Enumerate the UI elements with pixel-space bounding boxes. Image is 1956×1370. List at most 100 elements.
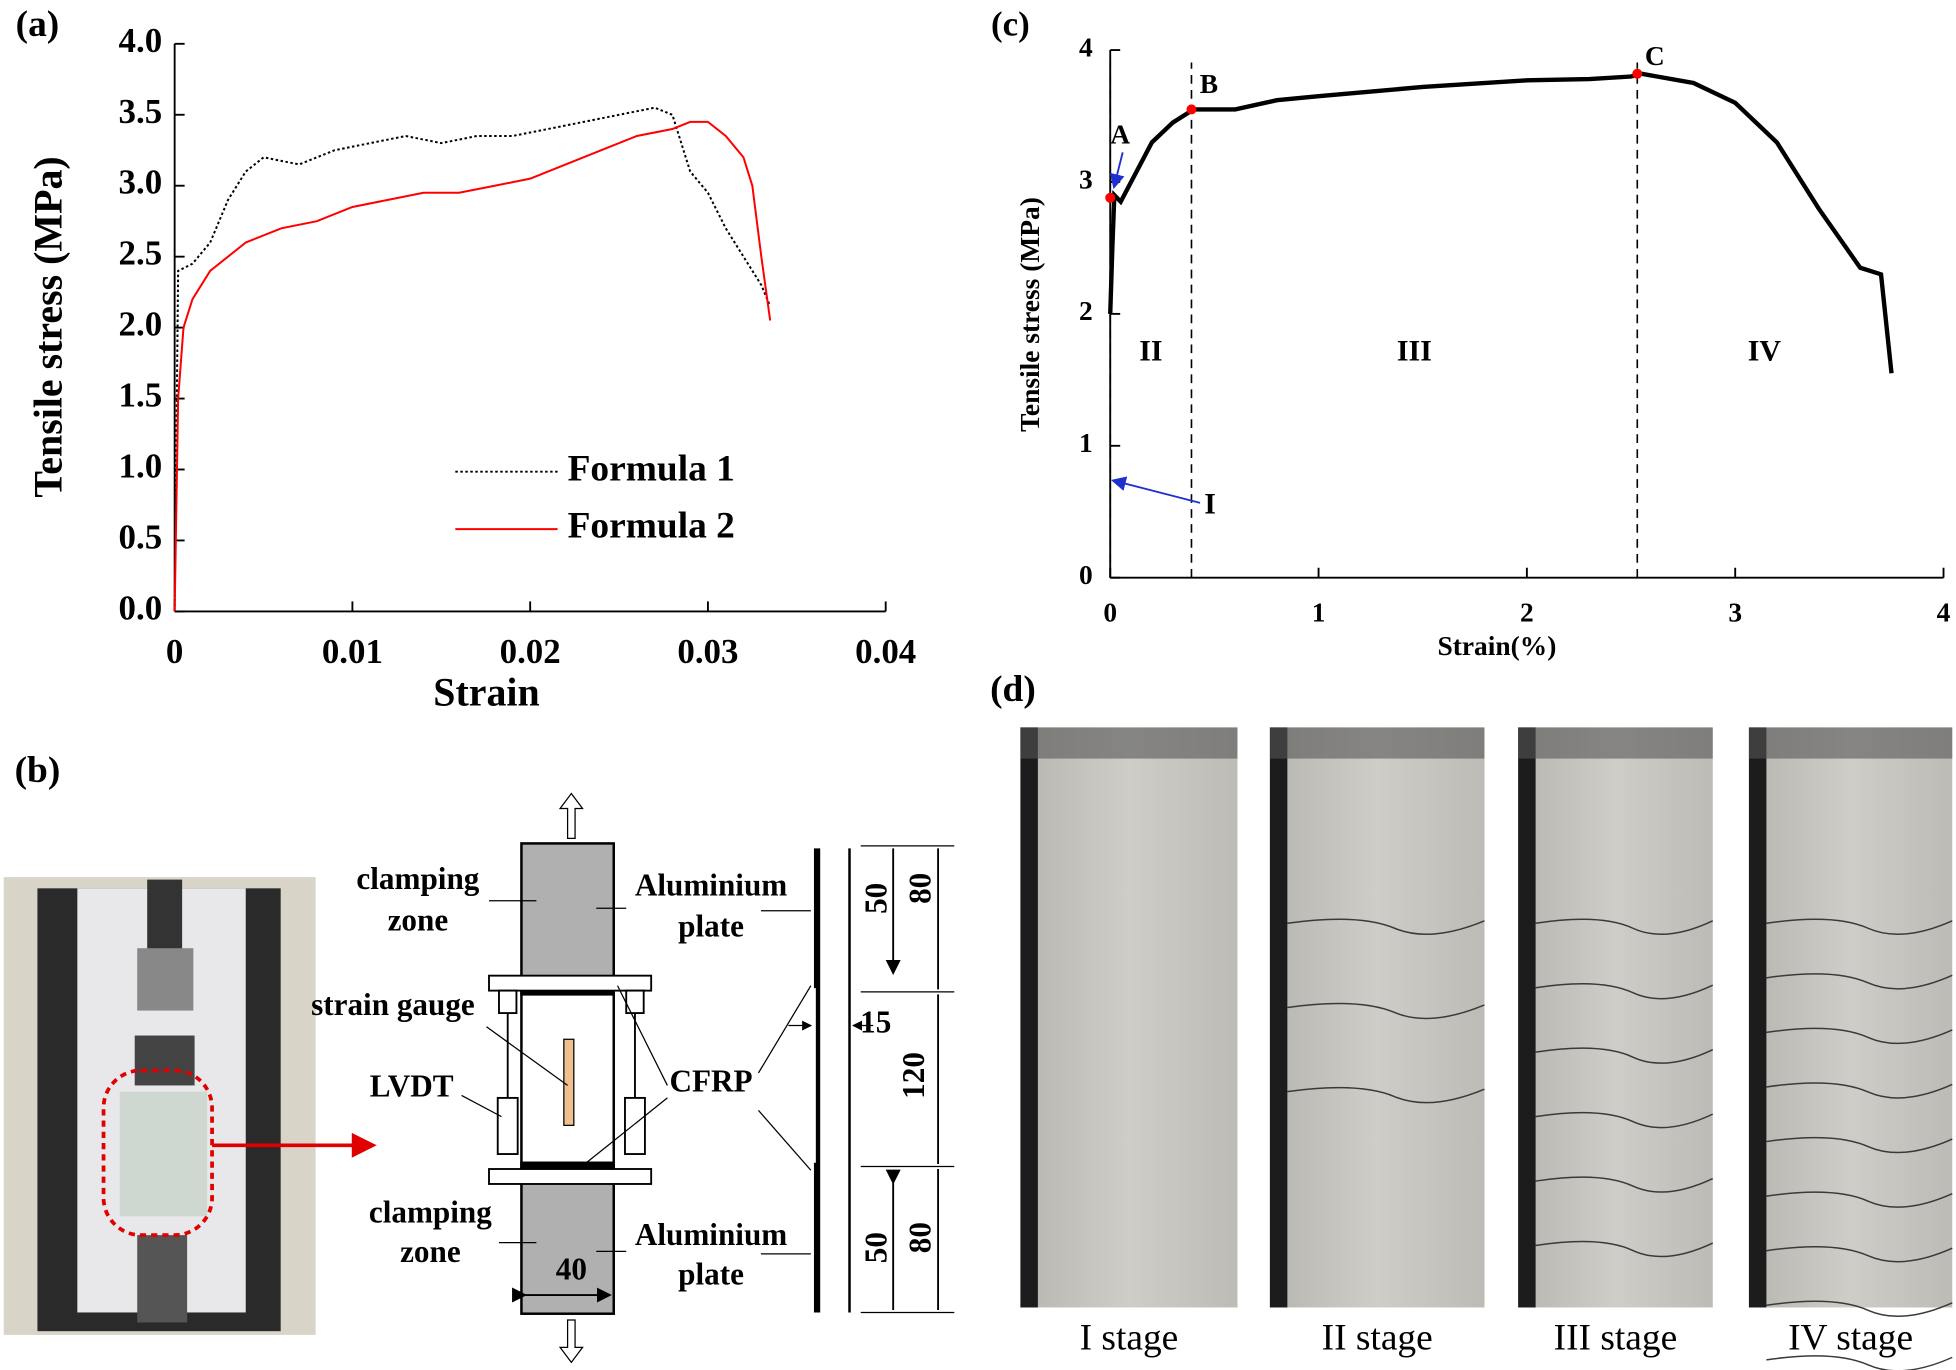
- data-line: [1108, 71, 1894, 374]
- panel-label: (b): [15, 750, 61, 791]
- crack: [1766, 918, 1953, 935]
- crack: [1535, 1111, 1714, 1129]
- annotation-arrow: [1110, 476, 1201, 504]
- y-tick-label: 0: [1079, 560, 1093, 590]
- x-tick-label: 1: [1312, 597, 1326, 627]
- key-point: [1186, 104, 1197, 115]
- specimen-diagram: [461, 792, 955, 1364]
- photo-caption: III stage: [1554, 1318, 1678, 1359]
- crack: [1766, 1246, 1953, 1263]
- specimen-edge: [1748, 727, 1767, 1308]
- specimen-photo: [1748, 727, 1953, 1308]
- diagram-label: Aluminium: [635, 867, 787, 902]
- specimen-photo: [1269, 727, 1485, 1308]
- crack: [1535, 918, 1714, 935]
- y-tick-label: 0.0: [119, 588, 163, 627]
- stage-label: II: [1139, 334, 1162, 367]
- crack: [1766, 1136, 1953, 1154]
- diagram-label: plate: [678, 909, 744, 944]
- y-tick-label: 2.0: [119, 305, 163, 344]
- x-tick-label: 2: [1520, 597, 1534, 627]
- key-point: [1632, 68, 1643, 79]
- crack: [1535, 1176, 1714, 1193]
- photo-caption: IV stage: [1788, 1318, 1913, 1359]
- x-tick-label: 0.03: [677, 632, 738, 671]
- y-tick-label: 2: [1079, 296, 1093, 326]
- legend-label: Formula 2: [568, 506, 735, 547]
- y-tick-label: 3.5: [119, 92, 163, 131]
- photo-caption: I stage: [1080, 1318, 1179, 1359]
- y-tick-label: 3: [1079, 164, 1093, 194]
- crack: [1766, 1191, 1953, 1208]
- specimen-top: [1518, 727, 1713, 759]
- stage-label: IV: [1748, 334, 1782, 367]
- y-tick-label: 3.0: [119, 163, 163, 202]
- crack: [1766, 1355, 1953, 1370]
- crack: [1287, 918, 1485, 935]
- y-tick-label: 2.5: [119, 234, 163, 273]
- specimen-top: [1020, 727, 1238, 759]
- diagram-label: plate: [678, 1257, 744, 1292]
- diagram-label: strain gauge: [311, 987, 475, 1022]
- specimen-edge: [1518, 727, 1536, 1308]
- point-label: B: [1200, 69, 1218, 99]
- specimen-photo: [1518, 727, 1713, 1308]
- dimension-label: 50: [859, 1232, 894, 1263]
- specimen-edge: [1020, 727, 1038, 1308]
- y-tick-label: 4: [1079, 32, 1093, 62]
- x-tick-label: 4: [1937, 597, 1951, 627]
- crack-photos: [1020, 727, 1953, 1370]
- x-tick-label: 0: [1103, 597, 1117, 627]
- y-tick-label: 1.0: [119, 447, 163, 486]
- diagram-label: clamping: [356, 861, 479, 896]
- dimension-label: 80: [902, 873, 937, 904]
- annotation: I: [1204, 487, 1216, 520]
- diagram-label: zone: [388, 902, 449, 937]
- y-axis-title: Tensile stress (MPa): [26, 156, 71, 497]
- specimen-top: [1748, 727, 1953, 759]
- test-photo: [3, 877, 377, 1335]
- y-tick-label: 1.5: [119, 376, 163, 415]
- data-line: [173, 106, 772, 612]
- diagram-label: CFRP: [669, 1063, 752, 1098]
- crack: [1766, 973, 1953, 990]
- dimension-label: 50: [859, 883, 894, 914]
- diagram-label: LVDT: [370, 1068, 454, 1103]
- x-tick-label: 0.04: [855, 632, 916, 671]
- annotation-arrow: [1109, 152, 1125, 190]
- y-tick-label: 0.5: [119, 517, 163, 556]
- specimen-edge: [1269, 727, 1288, 1308]
- crack: [1535, 983, 1714, 1000]
- y-tick-label: 1: [1079, 428, 1093, 458]
- dimension-label: 80: [902, 1222, 937, 1253]
- specimen-photo: [1020, 727, 1238, 1308]
- panel-label: (c): [991, 5, 1030, 44]
- dimension-label: 120: [896, 1052, 931, 1099]
- crack: [1766, 1300, 1953, 1318]
- crack: [1535, 1047, 1714, 1064]
- panel-label: (a): [16, 4, 60, 45]
- panel-label: (d): [990, 669, 1036, 710]
- diagram-label: 40: [556, 1252, 587, 1287]
- crack: [1766, 1082, 1953, 1099]
- diagram-label: Aluminium: [635, 1217, 787, 1252]
- diagram-label: zone: [400, 1234, 461, 1269]
- x-tick-label: 0.02: [500, 632, 561, 671]
- diagram-label: 15: [860, 1005, 891, 1040]
- photo-caption: II stage: [1322, 1318, 1433, 1359]
- point-label: C: [1645, 41, 1665, 71]
- y-axis-title: Tensile stress (MPa): [1015, 197, 1045, 432]
- data-line: [173, 120, 772, 612]
- crack: [1535, 1240, 1714, 1258]
- crack: [1766, 1027, 1953, 1045]
- x-tick-label: 3: [1728, 597, 1742, 627]
- stage-label: III: [1397, 334, 1432, 367]
- legend-label: Formula 1: [568, 448, 735, 489]
- y-tick-label: 4.0: [119, 21, 163, 60]
- diagram-label: clamping: [369, 1194, 492, 1229]
- crack: [1287, 1086, 1485, 1104]
- point-label: A: [1110, 120, 1130, 150]
- x-tick-label: 0.01: [322, 632, 383, 671]
- x-axis-title: Strain: [433, 669, 539, 714]
